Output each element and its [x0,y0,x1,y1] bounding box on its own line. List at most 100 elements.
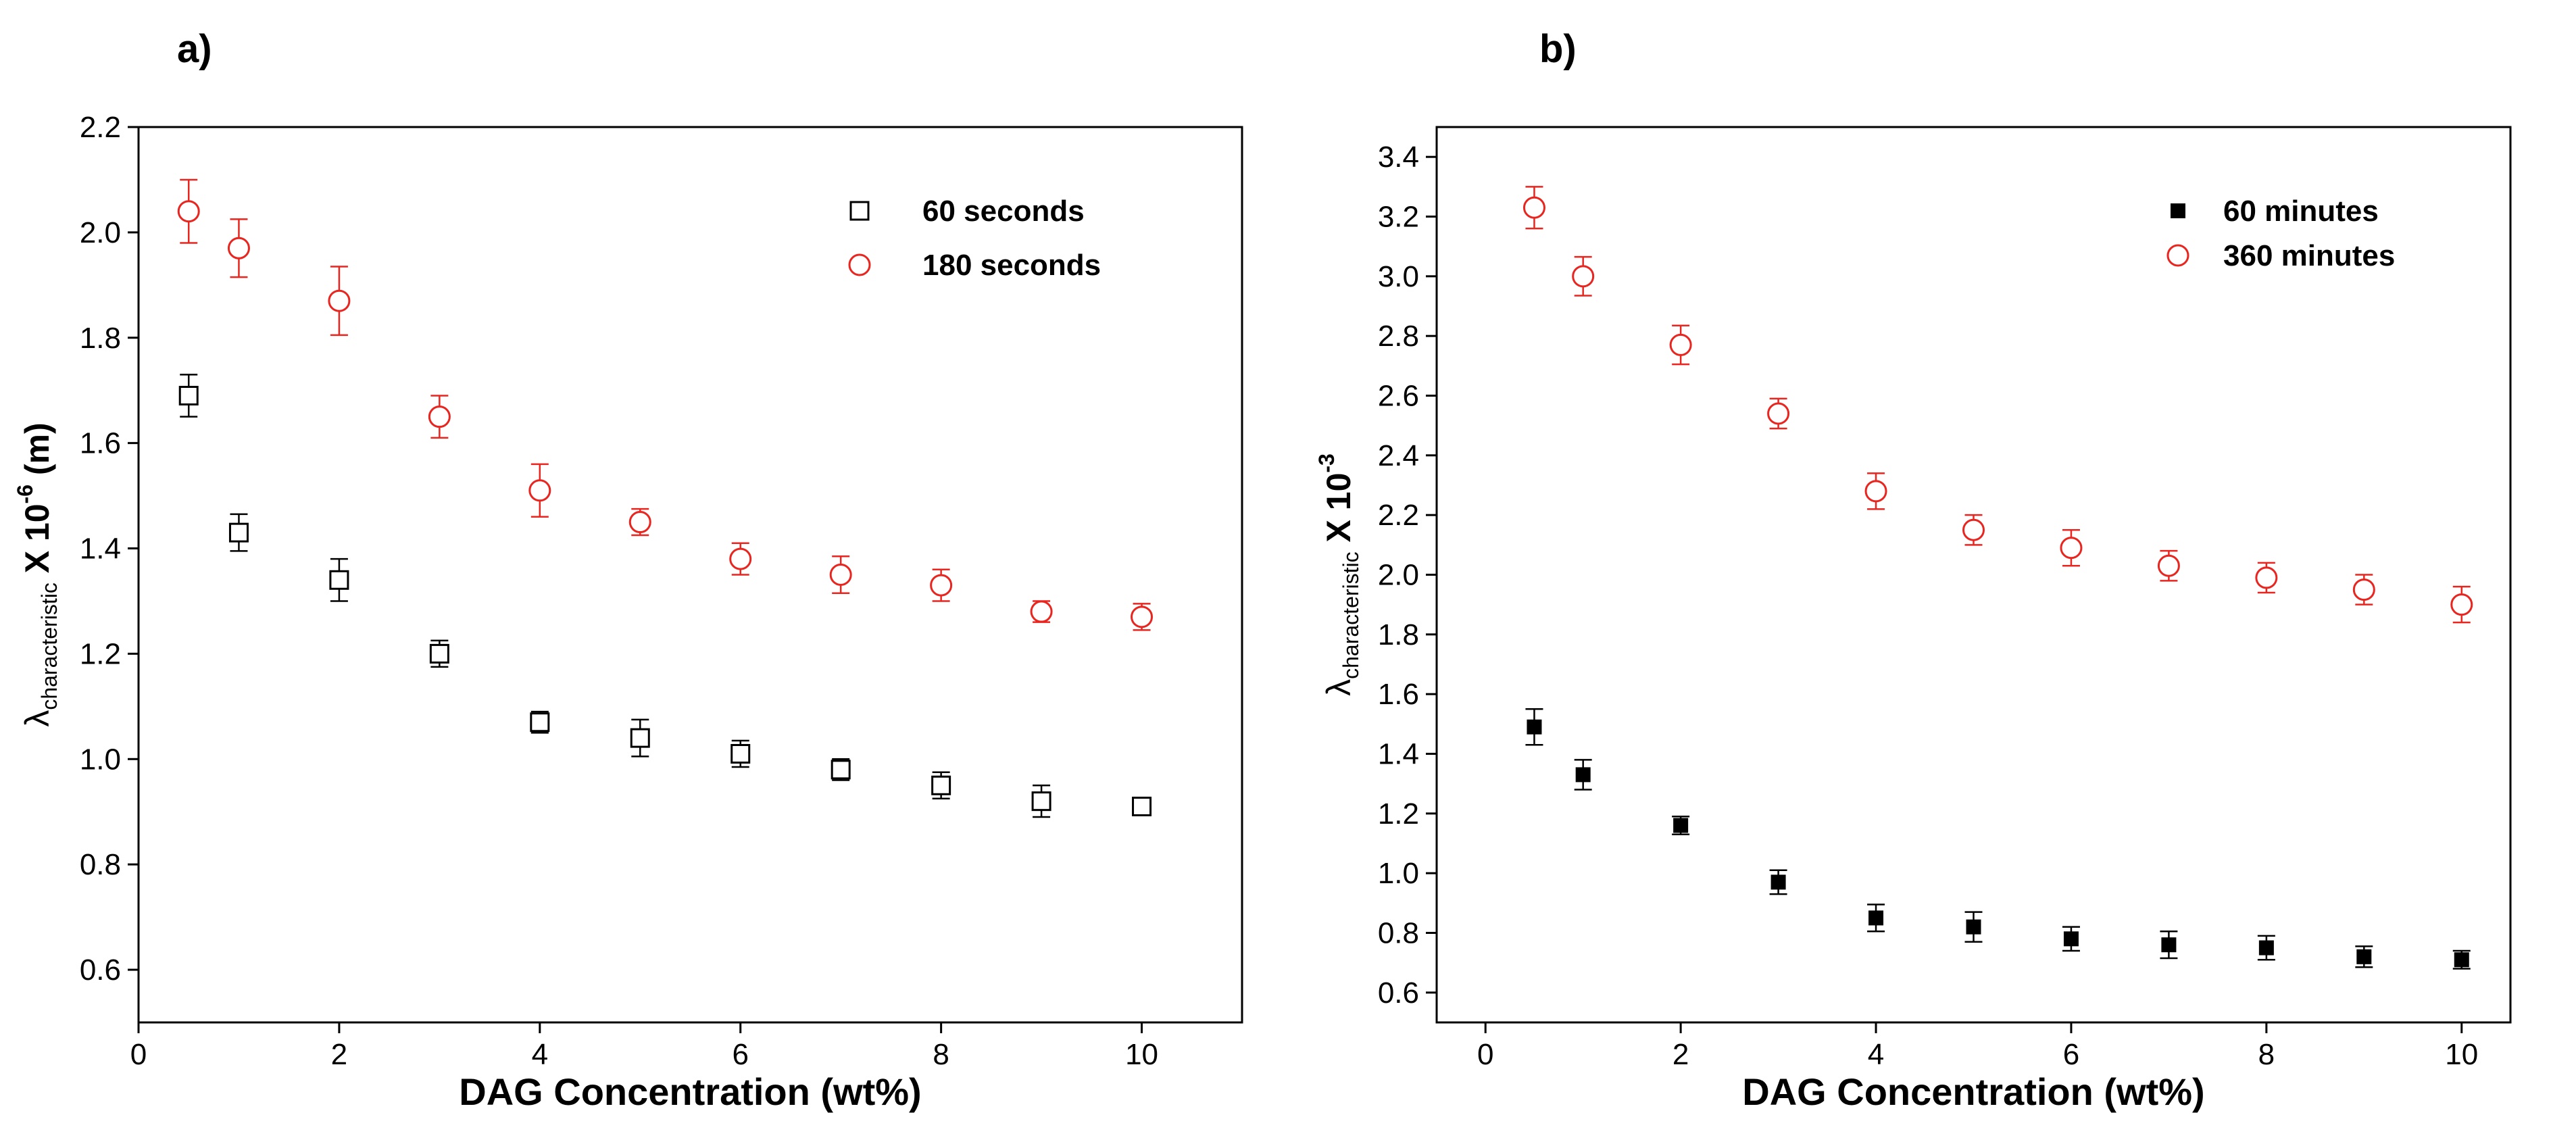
y-label-unit: (m) [18,422,56,485]
data-point [177,200,200,223]
y-label-symbol: λ [18,710,56,727]
x-tick-label: 4 [1868,1038,1884,1071]
y-tick-label: 2.2 [1378,499,1419,532]
data-point [829,564,852,586]
legend: 60 seconds 180 seconds [848,195,1101,282]
y-tick-label: 3.4 [1378,141,1419,174]
data-point [2157,554,2180,577]
y-label-text: X 10 [18,503,56,583]
data-point [2161,937,2177,953]
y-tick-label: 1.0 [80,743,121,776]
data-point [930,574,953,597]
y-tick-label: 2.4 [1378,439,1419,472]
data-point [831,760,851,780]
y-tick-label: 1.4 [80,532,121,566]
data-point [1962,518,1985,541]
x-axis-label: DAG Concentration (wt%) [459,1070,921,1113]
x-tick-label: 2 [331,1038,347,1071]
data-point [428,405,451,428]
x-tick-label: 10 [1125,1038,1158,1071]
y-label-symbol: λ [1320,679,1358,696]
data-point [328,289,351,312]
data-point [628,511,651,534]
y-tick-label: 2.6 [1378,380,1419,413]
legend-label: 60 minutes [2223,195,2379,228]
data-point [2450,593,2473,616]
legend: 60 minutes 360 minutes [2166,195,2395,272]
data-point [2255,566,2278,589]
y-axis-label: λcharacteristic X 10-3 [1314,453,1363,696]
x-tick-label: 4 [532,1038,548,1071]
data-point [630,728,650,748]
data-point [530,712,550,733]
data-point [2356,949,2372,964]
data-point [1572,265,1595,288]
x-tick-label: 10 [2445,1038,2478,1071]
y-tick-label: 2.2 [80,111,121,144]
x-tick-label: 8 [2258,1038,2275,1071]
y-tick-label: 1.8 [1378,618,1419,651]
chart-panel-1: a) 0 2 4 6 8 10 0.6 0.8 1.0 1.2 1.4 1.6 1.8 2.0 2.2 DAG … [13,27,1243,1113]
data-point [2352,578,2375,601]
y-tick-label: 2.0 [80,216,121,249]
y-tick-label: 1.6 [80,427,121,460]
data-point [1966,919,1981,935]
y-tick-label: 2.0 [1378,559,1419,592]
x-tick-label: 0 [130,1038,147,1071]
data-point [528,479,551,502]
y-tick-label: 3.0 [1378,260,1419,293]
data-point [2454,952,2469,968]
y-tick-label: 0.6 [1378,976,1419,1010]
data-point [1522,196,1545,219]
y-tick-label: 1.2 [1378,797,1419,831]
data-point [1669,333,1692,356]
y-tick-label: 1.4 [1378,738,1419,771]
y-tick-label: 1.2 [80,637,121,670]
panel-label: b) [1539,27,1577,71]
data-point [2063,931,2079,947]
data-point [1527,719,1542,735]
y-tick-label: 1.0 [1378,857,1419,890]
y-tick-label: 1.6 [1378,678,1419,711]
legend-marker [2171,203,2185,218]
data-point [729,547,752,570]
legend-marker [849,201,870,221]
y-tick-label: 0.8 [80,848,121,881]
x-tick-label: 2 [1673,1038,1689,1071]
data-point [2060,537,2083,560]
data-point [1767,402,1790,425]
data-point [1132,796,1152,816]
data-point [1868,910,1884,926]
plot-frame [137,126,1243,1024]
y-label-subscript: characteristic [1339,551,1363,679]
series-360-minutes [1522,186,2473,624]
x-tick-label: 8 [933,1038,949,1071]
data-point [228,522,249,543]
data-point [2258,940,2274,956]
x-axis-label: DAG Concentration (wt%) [1742,1070,2204,1113]
data-point [931,775,951,795]
legend-marker [848,253,871,276]
legend-label: 180 seconds [922,249,1101,282]
data-point [1770,874,1786,890]
data-point [178,386,199,405]
y-tick-label: 0.8 [1378,917,1419,950]
data-point [1030,600,1053,623]
series-60-seconds [178,374,1152,818]
legend-label: 60 seconds [922,195,1085,228]
y-label-superscript: -3 [1314,453,1339,472]
legend-marker [2166,244,2189,267]
y-label-superscript: -6 [13,485,37,503]
y-tick-label: 3.2 [1378,201,1419,234]
series-180-seconds [177,178,1154,631]
legend-label: 360 minutes [2223,239,2395,272]
data-point [1575,767,1591,783]
data-point [1673,818,1689,833]
data-point [730,744,751,764]
data-point [1031,791,1051,812]
data-point [329,570,349,590]
x-tick-label: 6 [732,1038,748,1071]
chart-panel-2: b) 0 2 4 6 8 10 0.6 0.8 1.0 1.2 1.4 1.6 1.8 2.0 2.2 2.4 2… [1314,27,2512,1113]
x-tick-label: 6 [2063,1038,2079,1071]
